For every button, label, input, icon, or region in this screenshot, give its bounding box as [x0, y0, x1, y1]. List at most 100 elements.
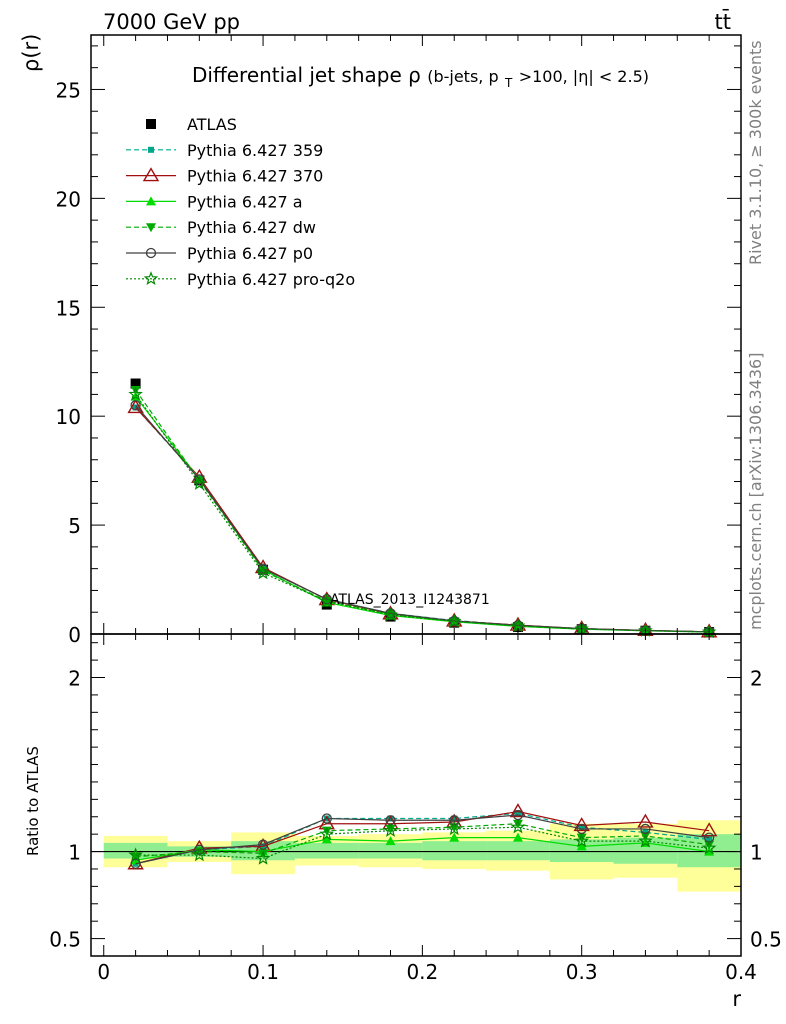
ratio-point: [194, 844, 205, 855]
ratio-point: [387, 815, 394, 822]
ratio-point: [385, 824, 396, 834]
main-y-tick-label: 5: [68, 514, 81, 538]
main-point: [194, 476, 205, 486]
main-title-rho: ρ: [408, 63, 421, 87]
main-point: [132, 404, 139, 411]
main-point: [257, 563, 269, 574]
ratio-ylabel: Ratio to ATLAS: [24, 746, 42, 856]
ratio-point: [383, 823, 398, 837]
main-title-paren: (b-jets, p: [427, 67, 498, 86]
x-tick-label: 0: [97, 960, 110, 984]
ratio-point: [576, 833, 587, 843]
ratio-point: [706, 836, 713, 843]
legend-label: Pythia 6.427 359: [187, 141, 323, 160]
ratio-band-inner: [486, 841, 550, 861]
x-tick-label: 0.2: [406, 960, 438, 984]
main-point: [130, 378, 141, 389]
x-tick-label: 0.4: [725, 960, 757, 984]
mcplots-label: mcplots.cern.ch [arXiv:1306.3436]: [746, 353, 765, 630]
main-point: [255, 565, 271, 580]
ratio-xlabel: r: [732, 987, 741, 1011]
legend-marker: [145, 247, 157, 259]
main-title-rest: >100, |η| < 2.5): [519, 67, 649, 86]
ratio-point: [578, 824, 585, 831]
ratio-point: [130, 858, 141, 869]
ratio-series-line: [135, 826, 710, 860]
ratio-point: [573, 817, 590, 832]
legend-marker: [146, 196, 156, 206]
ratio-point: [700, 822, 718, 837]
legend-item: Pythia 6.427 370: [126, 167, 323, 186]
ratio-band-inner: [422, 841, 487, 861]
ratio-series-pythia-6-427-pro-q2o: [128, 819, 717, 865]
ratio-point: [449, 832, 460, 842]
ratio-point: [319, 826, 335, 841]
ratio-point: [321, 826, 332, 836]
ratio-point: [128, 847, 143, 862]
ratio-point: [574, 833, 589, 848]
ratio-frame: [90, 633, 742, 957]
main-point: [383, 607, 398, 622]
ratio-y-tick-label: 0.5: [49, 928, 81, 952]
energy-label: 7000 GeV pp: [103, 10, 240, 34]
ratio-band-inner: [358, 842, 423, 859]
legend-item: ATLAS: [146, 115, 237, 134]
legend-label: Pythia 6.427 p0: [187, 244, 313, 263]
legend-item: Pythia 6.427 359: [126, 141, 323, 160]
legend-label: Pythia 6.427 pro-q2o: [187, 270, 355, 289]
legend-label: Pythia 6.427 370: [187, 167, 323, 186]
ratio-point: [451, 815, 458, 822]
legend: ATLAS Pythia 6.427 359 Pythia 6.427 370 Pyt…: [126, 115, 355, 289]
main-y-tick-label: 20: [56, 187, 81, 211]
ratio-band-inner: [294, 842, 359, 859]
ratio-point: [701, 840, 717, 855]
ratio-point: [321, 834, 332, 844]
x-tick-label: 0.3: [566, 960, 598, 984]
legend-label: ATLAS: [187, 115, 237, 134]
ratio-point: [512, 832, 523, 842]
legend-label: Pythia 6.427 a: [187, 192, 303, 211]
ratio-point: [638, 833, 653, 848]
main-y-tick-label: 25: [56, 78, 81, 102]
legend-marker: [146, 119, 156, 129]
ratio-point: [449, 815, 460, 826]
legend-item: Pythia 6.427 p0: [126, 244, 313, 263]
process-label: tt̄: [715, 9, 731, 34]
ratio-series-line: [135, 823, 710, 858]
main-y-tick-label: 10: [56, 405, 81, 429]
ratio-series-line: [135, 812, 710, 865]
ratio-point: [637, 813, 654, 828]
x-tick-label: 0.1: [247, 960, 279, 984]
legend-label: Pythia 6.427 dw: [187, 218, 316, 237]
ratio-point: [385, 836, 396, 846]
ratio-series-pythia-6-427-dw: [130, 819, 715, 862]
ratio-point: [510, 819, 526, 834]
main-ylabel: ρ(r): [19, 34, 43, 72]
ratio-point: [576, 823, 587, 835]
main-point: [130, 386, 141, 396]
main-point: [130, 400, 141, 411]
main-y-tick-label: 15: [56, 296, 81, 320]
ratio-y-tick-label-right: 0.5: [750, 928, 782, 952]
rivet-label: Rivet 3.1.10, ≥ 300k events: [746, 40, 765, 265]
ratio-point: [514, 810, 521, 817]
ratio-point: [640, 823, 651, 835]
main-title-sub: T: [504, 76, 513, 90]
ratio-point: [449, 823, 460, 833]
ratio-y-tick-label-right: 2: [750, 667, 763, 691]
ratio-point: [704, 840, 715, 850]
legend-item: Pythia 6.427 dw: [126, 218, 316, 237]
ratio-point: [512, 809, 524, 821]
ratio-point: [576, 841, 587, 851]
legend-marker: [143, 271, 159, 285]
main-point: [319, 593, 335, 608]
ratio-y-tick-label: 2: [68, 667, 81, 691]
main-point: [192, 476, 207, 490]
ratio-series-line: [135, 814, 710, 865]
watermark: ATLAS_2013_I1243871: [330, 592, 490, 608]
ratio-point: [321, 813, 332, 824]
legend-item: Pythia 6.427 a: [126, 192, 303, 211]
ratio-point: [257, 839, 269, 850]
ratio-y-tick-label: 1: [68, 841, 81, 865]
